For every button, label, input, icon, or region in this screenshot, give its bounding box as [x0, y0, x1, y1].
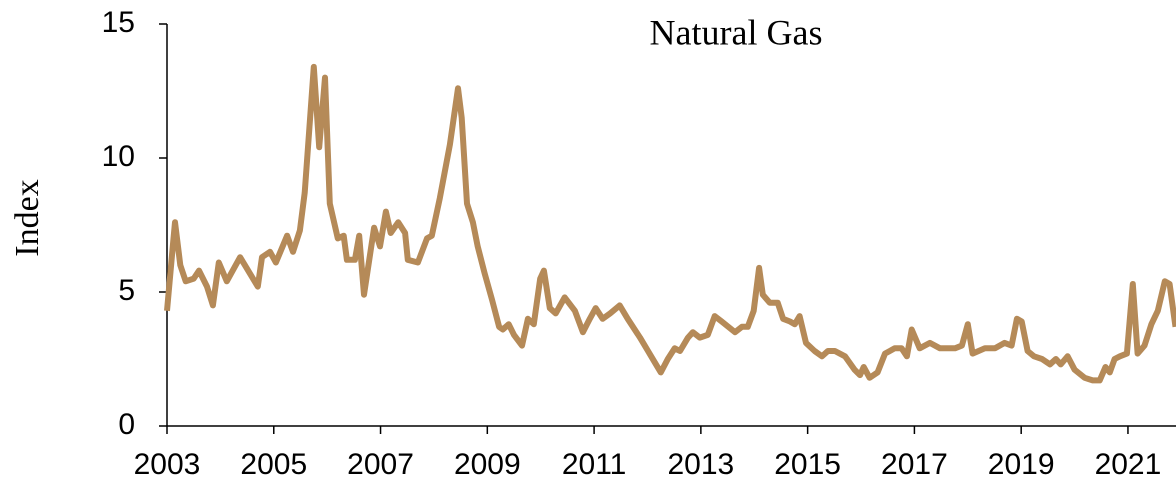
x-tick-label: 2021 — [1095, 448, 1162, 481]
chart-title: Natural Gas — [650, 12, 823, 52]
y-axis-label: Index — [9, 179, 46, 256]
data-line — [164, 63, 1176, 384]
x-tick-label: 2015 — [774, 448, 841, 481]
x-tick-label: 2019 — [988, 448, 1055, 481]
x-tick-label: 2003 — [134, 448, 201, 481]
x-tick-label: 2009 — [454, 448, 521, 481]
x-tick-label: 2011 — [562, 448, 627, 481]
x-tick-label: 2005 — [240, 448, 307, 481]
y-tick-label: 5 — [118, 274, 135, 307]
x-tick-label: 2013 — [667, 448, 734, 481]
y-tick-label: 10 — [102, 140, 135, 173]
y-tick-label: 15 — [102, 6, 135, 39]
x-tick-label: 2017 — [881, 448, 948, 481]
y-tick-label: 0 — [118, 408, 135, 441]
x-tick-label: 2007 — [347, 448, 414, 481]
